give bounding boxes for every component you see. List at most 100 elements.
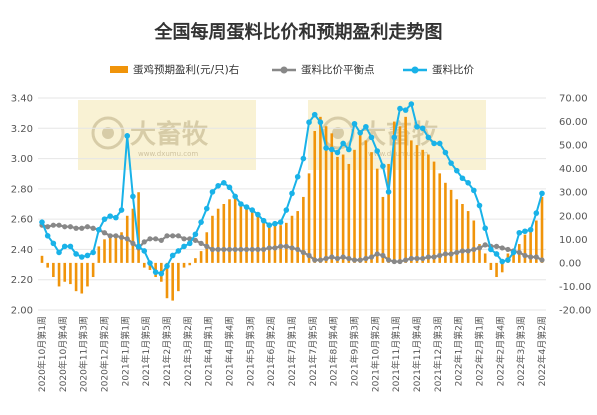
point-balance xyxy=(278,243,284,249)
point-ratio xyxy=(158,270,165,277)
point-ratio xyxy=(198,219,204,225)
point-balance xyxy=(437,252,443,259)
legend-swatch-marker xyxy=(411,66,419,74)
point-balance xyxy=(442,251,449,257)
bar-profit xyxy=(120,232,123,263)
point-ratio xyxy=(78,254,85,260)
point-ratio xyxy=(96,226,102,233)
bar-profit xyxy=(444,182,447,263)
bar-profit xyxy=(455,199,459,263)
point-balance xyxy=(528,254,534,260)
point-balance xyxy=(164,233,170,239)
point-ratio xyxy=(317,119,324,126)
bar-profit xyxy=(40,255,44,263)
point-ratio xyxy=(124,133,131,139)
point-balance xyxy=(243,246,250,253)
left-tick-label: 3.20 xyxy=(11,124,33,135)
watermark-logo-dot-icon xyxy=(332,127,344,139)
bar-profit xyxy=(336,156,339,263)
point-balance xyxy=(255,246,261,253)
point-ratio xyxy=(141,248,148,254)
point-ratio xyxy=(215,183,221,189)
point-balance xyxy=(221,246,227,253)
bar-profit xyxy=(256,215,260,263)
point-balance xyxy=(181,236,187,242)
point-balance xyxy=(459,248,466,254)
bar-profit xyxy=(148,262,152,270)
point-ratio xyxy=(272,220,278,227)
point-ratio xyxy=(522,228,528,235)
point-balance xyxy=(62,224,68,230)
point-balance xyxy=(90,225,96,231)
bar-profit xyxy=(540,196,544,263)
x-tick-label: 2021年2月第3周 xyxy=(161,316,173,386)
point-balance xyxy=(505,246,511,253)
point-ratio xyxy=(277,219,284,225)
point-balance xyxy=(238,246,244,253)
x-tick-label: 2021年11月第4周 xyxy=(411,316,423,392)
bar-profit xyxy=(52,262,55,278)
point-ratio xyxy=(510,249,517,256)
bar-profit xyxy=(347,163,351,263)
point-ratio xyxy=(488,246,494,253)
point-balance xyxy=(346,255,352,262)
point-ratio xyxy=(334,149,341,156)
point-balance xyxy=(357,257,363,263)
point-ratio xyxy=(391,134,398,141)
point-ratio xyxy=(300,155,307,162)
point-ratio xyxy=(164,263,170,269)
right-tick-label: -20.00 xyxy=(559,306,591,317)
bar-profit xyxy=(290,215,294,263)
point-balance xyxy=(289,245,295,251)
legend-item-profit: 蛋鸡预期盈利(元/只)右 xyxy=(110,63,239,76)
point-balance xyxy=(323,255,329,262)
point-ratio xyxy=(107,213,113,219)
point-balance xyxy=(56,222,62,228)
bar-profit xyxy=(392,121,396,263)
axes: 2.00 2.20 2.40 2.60 2.80 3.00 3.20 3.40 -20.00 -1… xyxy=(11,94,592,393)
point-balance xyxy=(107,233,113,239)
point-balance xyxy=(192,237,199,243)
x-tick-label: 2021年1月第1周 xyxy=(119,316,131,386)
point-balance xyxy=(380,252,386,259)
watermark-logo-icon xyxy=(91,116,125,150)
x-tick-label: 2021年7月第5周 xyxy=(307,316,319,386)
point-ratio xyxy=(516,229,523,236)
x-tick-label: 2022年2月第4周 xyxy=(494,316,506,386)
point-balance xyxy=(45,224,51,230)
bar-profit xyxy=(46,262,49,268)
watermark-brand: 大畜牧 xyxy=(130,119,209,150)
left-tick-label: 2.80 xyxy=(11,184,33,195)
point-ratio xyxy=(147,260,153,266)
point-balance xyxy=(329,254,335,260)
point-ratio xyxy=(192,231,199,238)
right-tick-label: 30.00 xyxy=(559,188,588,199)
bar-profit xyxy=(63,262,67,282)
point-ratio xyxy=(130,193,136,200)
point-balance xyxy=(232,246,238,253)
point-balance xyxy=(465,248,471,254)
bar-profit xyxy=(114,234,118,263)
bar-profit xyxy=(250,211,254,263)
x-tick-label: 2021年4月第1周 xyxy=(203,316,215,386)
point-ratio xyxy=(101,216,108,222)
point-ratio xyxy=(90,249,96,256)
x-tick-label: 2020年10月第1周 xyxy=(36,316,48,392)
bar-profit xyxy=(523,234,527,263)
point-balance xyxy=(493,243,500,249)
point-balance xyxy=(334,255,341,262)
point-ratio xyxy=(527,226,534,233)
point-balance xyxy=(403,257,409,263)
point-balance xyxy=(204,243,210,249)
point-ratio xyxy=(260,217,267,224)
point-balance xyxy=(113,233,119,239)
right-tick-label: 60.00 xyxy=(559,117,588,128)
point-ratio xyxy=(346,146,352,153)
bar-profit xyxy=(410,140,413,263)
right-tick-label: 70.00 xyxy=(559,94,588,105)
bar-profit xyxy=(307,173,311,263)
bar-profit xyxy=(86,262,89,287)
point-ratio xyxy=(363,123,369,130)
point-ratio xyxy=(226,184,233,191)
